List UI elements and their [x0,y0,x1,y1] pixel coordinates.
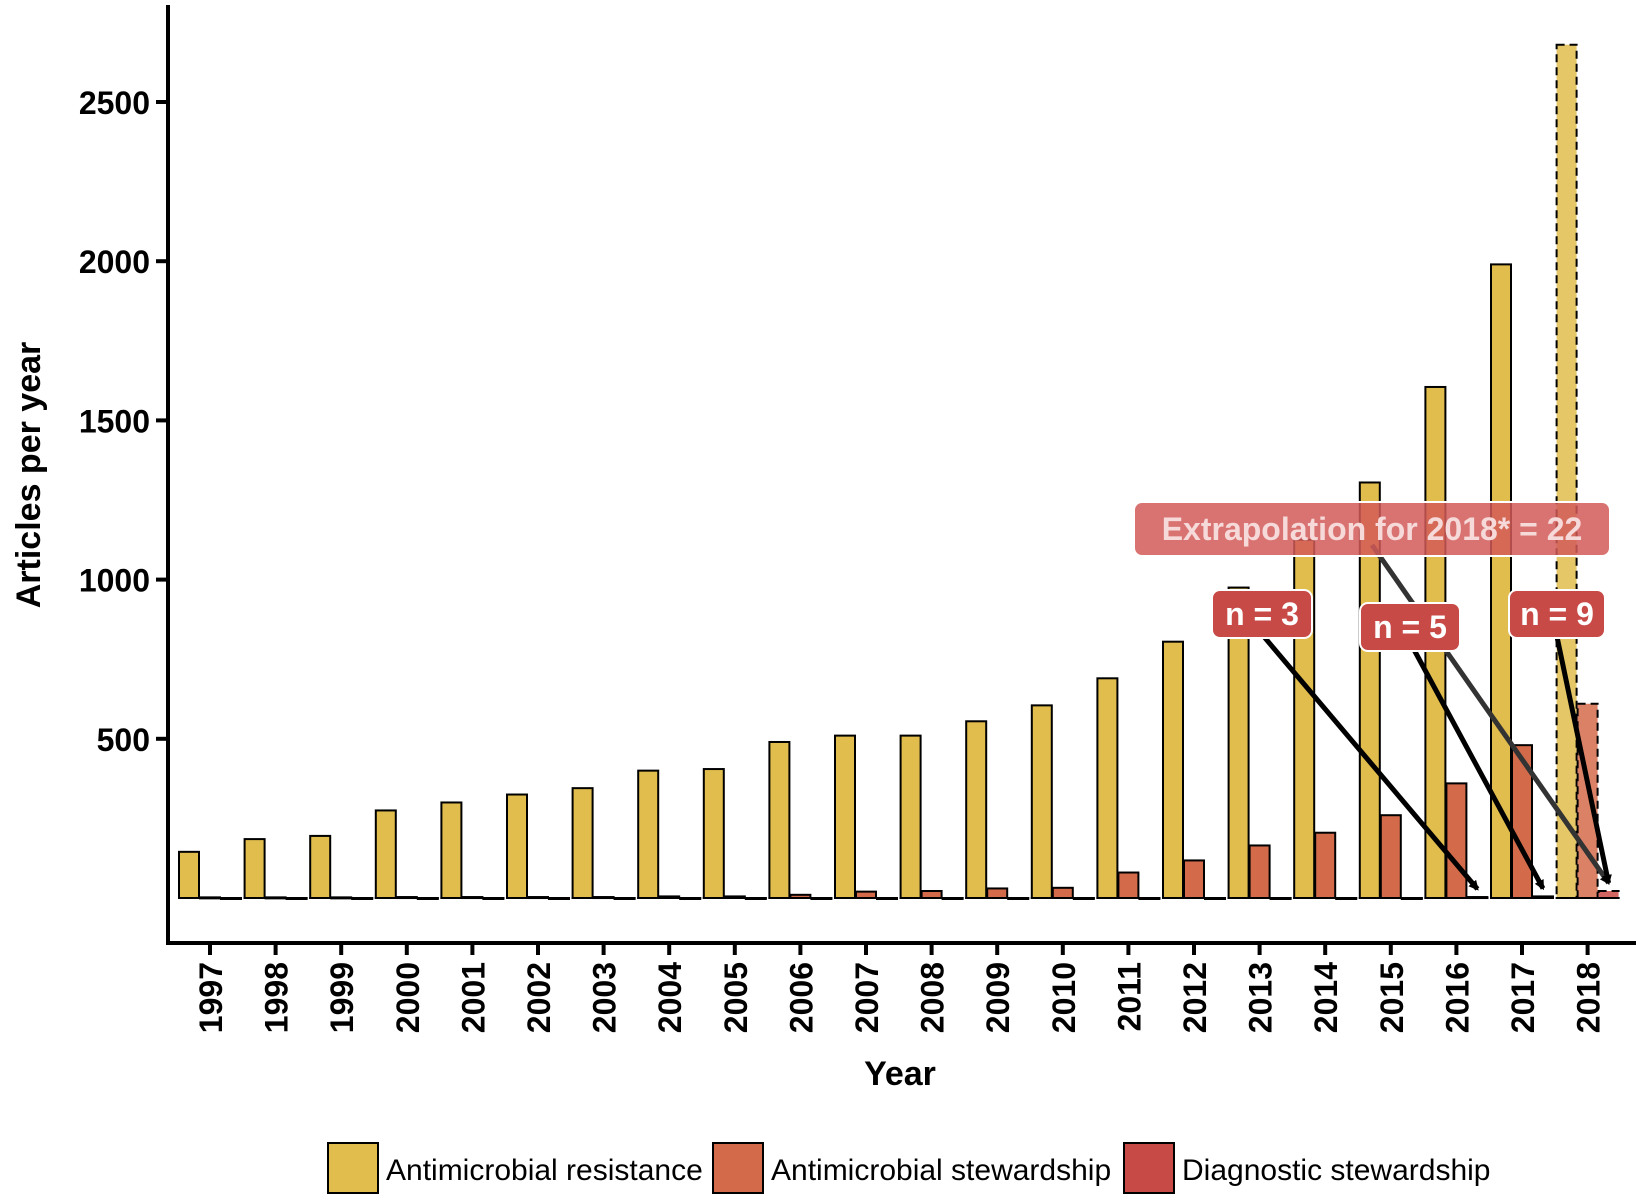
y-ticks: 500 1000 1500 2000 2500 [79,85,168,758]
x-tick-label: 2015 [1374,962,1410,1033]
x-tick-label: 2011 [1111,962,1147,1031]
legend-item: Diagnostic stewardship [1123,1142,1490,1194]
legend-label: Antimicrobial stewardship [771,1154,1111,1187]
x-tick-label: 2001 [455,962,491,1033]
legend-swatch [712,1142,764,1194]
bar-antimicrobial-stewardship-2009 [986,887,1009,899]
x-tick-label: 2003 [587,962,623,1033]
bar-antimicrobial-stewardship-2016 [1445,782,1468,899]
legend-item: Antimicrobial stewardship [712,1142,1111,1194]
bar-antimicrobial-resistance-2004 [637,769,660,900]
legend-label: Diagnostic stewardship [1182,1154,1490,1187]
bar-antimicrobial-resistance-2011 [1096,677,1119,900]
annotation-text: n = 9 [1520,596,1594,632]
x-tick-label: 2005 [718,962,754,1033]
bar-antimicrobial-resistance-2003 [571,787,594,899]
annotation-box [1133,501,1611,557]
y-tick-label: 1000 [79,563,150,599]
annotation-arrow [1553,631,1612,885]
legend-swatch [327,1142,379,1194]
x-tick-label: 2008 [915,962,951,1033]
x-tick-label: 2002 [521,962,557,1033]
x-tick-label: 2006 [783,962,819,1033]
y-tick-label: 500 [97,722,150,758]
x-tick-label: 2010 [1046,962,1082,1033]
x-tick-label: 1997 [193,962,229,1033]
bar-antimicrobial-resistance-2000 [374,809,397,899]
bar-antimicrobial-resistance-2006 [768,740,791,900]
legend: Antimicrobial resistance Antimicrobial st… [327,1142,1490,1194]
annotation-box [1211,589,1313,639]
bar-antimicrobial-stewardship-2013 [1248,844,1271,899]
bar-antimicrobial-resistance-2018 [1555,43,1578,900]
bar-antimicrobial-stewardship-2015 [1379,814,1402,899]
annotation-arrow [1369,543,1611,885]
bar-antimicrobial-stewardship-2014 [1314,831,1337,900]
bar-antimicrobial-stewardship-2012 [1183,859,1205,899]
y-tick-label: 2500 [79,85,150,121]
bar-antimicrobial-stewardship-2011 [1117,871,1140,900]
bar-antimicrobial-stewardship-2018 [1576,702,1599,899]
annotation-text: Extrapolation for 2018* = 22 [1162,511,1583,547]
annotation-box [1359,602,1461,652]
annotations-layer: Extrapolation for 2018* = 22 n = 3 n = 5 n … [1133,501,1612,891]
x-tick-label: 2014 [1308,962,1344,1033]
annotation-text: n = 5 [1373,609,1447,645]
x-tick-label: 2007 [849,962,885,1033]
annotation-label: Extrapolation for 2018* = 22 [1133,501,1611,557]
x-tick-label: 2013 [1243,962,1279,1033]
annotation-arrow [1258,630,1480,891]
annotation-arrow [1409,644,1546,891]
legend-item: Antimicrobial resistance [327,1142,703,1194]
bar-antimicrobial-resistance-2009 [965,720,988,900]
x-tick-label: 2000 [390,962,426,1033]
bar-antimicrobial-resistance-2012 [1162,640,1184,899]
bars-layer [178,43,1620,900]
x-tick-label: 2017 [1505,962,1541,1033]
x-tick-label: 2018 [1571,962,1607,1033]
y-tick-label: 1500 [79,403,150,439]
x-tick-label: 2012 [1177,962,1213,1033]
annotation-text: n = 3 [1225,596,1299,632]
annotation-label: n = 9 [1508,589,1606,639]
x-tick-label: 1999 [324,962,360,1033]
annotation-label: n = 3 [1211,589,1313,639]
x-tick-label: 2004 [652,962,688,1033]
bar-antimicrobial-resistance-2008 [899,734,922,900]
x-tick-label: 2016 [1439,962,1475,1033]
bar-antimicrobial-resistance-1999 [309,834,332,899]
y-tick-label: 2000 [79,244,150,280]
legend-label: Antimicrobial resistance [386,1154,703,1187]
bar-antimicrobial-resistance-2002 [506,793,528,900]
bar-antimicrobial-stewardship-2008 [920,889,943,899]
bar-antimicrobial-resistance-2010 [1030,704,1053,899]
bar-antimicrobial-resistance-1998 [243,838,266,900]
x-axis-title: Year [864,1055,936,1093]
x-tick-label: 1998 [259,962,295,1033]
x-tick-label: 2009 [980,962,1016,1033]
bar-antimicrobial-resistance-2005 [702,768,725,899]
annotation-label: n = 5 [1359,602,1461,652]
bar-antimicrobial-resistance-1997 [178,850,200,899]
y-axis-title: Articles per year [10,342,48,609]
bar-antimicrobial-resistance-2007 [834,734,856,900]
annotation-box [1508,589,1606,639]
x-ticks: 1997 1998 1999 2000 2001 2002 2003 2004 2005 2006… [193,943,1607,1033]
bar-antimicrobial-stewardship-2010 [1051,886,1074,900]
legend-swatch [1123,1142,1175,1194]
bar-diagnostic-stewardship-2018 [1597,889,1620,899]
bar-antimicrobial-resistance-2001 [440,801,463,899]
